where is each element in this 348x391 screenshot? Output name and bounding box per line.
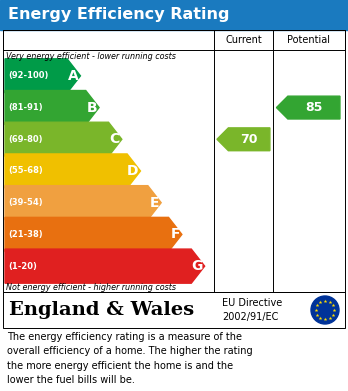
Text: (39-54): (39-54) [8, 198, 42, 207]
Text: Potential: Potential [287, 35, 330, 45]
Circle shape [311, 296, 339, 324]
Text: Energy Efficiency Rating: Energy Efficiency Rating [8, 7, 229, 23]
Polygon shape [5, 59, 80, 93]
Text: (21-38): (21-38) [8, 230, 42, 239]
Text: 70: 70 [240, 133, 258, 146]
Text: F: F [171, 228, 180, 241]
Text: D: D [127, 164, 139, 178]
Bar [3, 30, 345, 292]
Text: A: A [68, 69, 78, 83]
Polygon shape [5, 90, 99, 125]
Text: (1-20): (1-20) [8, 262, 37, 271]
Text: E: E [150, 196, 159, 210]
Bar [0, 0, 348, 30]
Text: 85: 85 [305, 101, 323, 114]
Polygon shape [217, 128, 270, 151]
Text: Not energy efficient - higher running costs: Not energy efficient - higher running co… [6, 283, 176, 292]
Text: (69-80): (69-80) [8, 135, 42, 144]
Text: B: B [86, 100, 97, 115]
Text: (92-100): (92-100) [8, 71, 48, 81]
Text: England & Wales: England & Wales [9, 301, 194, 319]
Text: (55-68): (55-68) [8, 167, 43, 176]
Text: C: C [110, 132, 120, 146]
Text: Current: Current [225, 35, 262, 45]
Text: EU Directive
2002/91/EC: EU Directive 2002/91/EC [222, 298, 282, 322]
Text: The energy efficiency rating is a measure of the
overall efficiency of a home. T: The energy efficiency rating is a measur… [7, 332, 253, 385]
Bar [3, 292, 345, 328]
Polygon shape [5, 122, 122, 156]
Bar [3, 30, 345, 50]
Polygon shape [5, 217, 182, 251]
Polygon shape [5, 154, 141, 188]
Polygon shape [276, 96, 340, 119]
Polygon shape [5, 186, 161, 220]
Text: G: G [191, 259, 203, 273]
Polygon shape [5, 249, 205, 283]
Text: Very energy efficient - lower running costs: Very energy efficient - lower running co… [6, 52, 176, 61]
Text: (81-91): (81-91) [8, 103, 42, 112]
